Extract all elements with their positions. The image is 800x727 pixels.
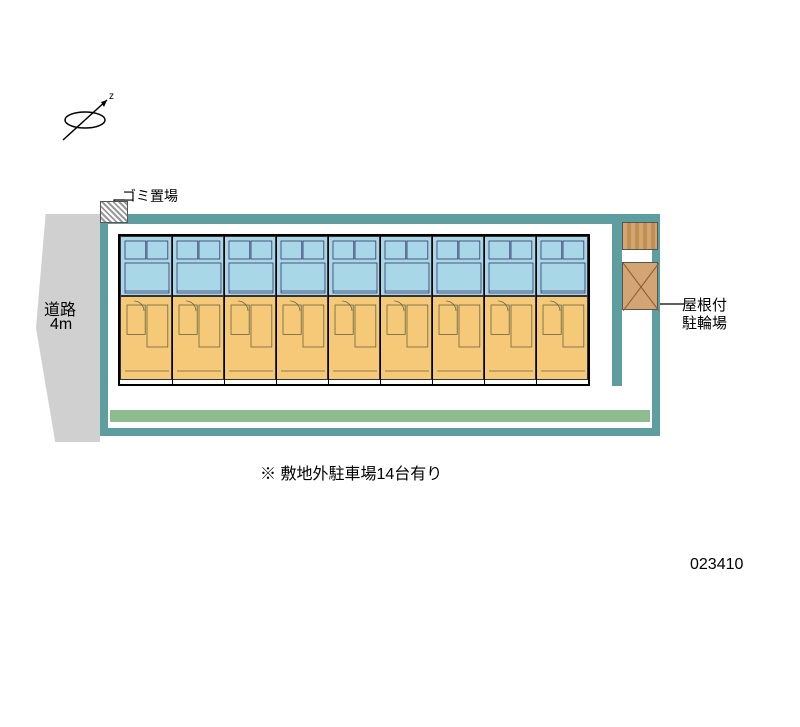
unit-wet-area (224, 236, 276, 296)
compass-icon: z (55, 90, 115, 155)
compass-letter: z (109, 91, 114, 102)
unit-wet-area (380, 236, 432, 296)
id-number: 023410 (690, 556, 743, 574)
unit-living-area (172, 296, 224, 380)
bike-parking-lower (622, 262, 658, 310)
trash-label: ゴミ置場 (122, 186, 178, 206)
unit-living-area (432, 296, 484, 380)
unit-divider (380, 236, 381, 384)
unit-wet-area (172, 236, 224, 296)
road-width-label: 4m (50, 316, 72, 334)
bike-label-line2: 駐輪場 (682, 312, 727, 333)
unit-divider (484, 236, 485, 384)
unit-divider (432, 236, 433, 384)
unit-divider (276, 236, 277, 384)
bike-leader-line (660, 302, 684, 306)
bike-side-strip (612, 222, 622, 386)
unit-divider (328, 236, 329, 384)
parking-note: ※ 敷地外駐車場14台有り (260, 460, 442, 484)
greenery-strip (110, 410, 650, 422)
unit-divider (224, 236, 225, 384)
unit-living-area (380, 296, 432, 380)
unit-divider (172, 236, 173, 384)
unit-wet-area (328, 236, 380, 296)
unit-living-area (536, 296, 588, 380)
bike-parking-upper (622, 222, 658, 250)
unit-living-area (276, 296, 328, 380)
unit-living-area (328, 296, 380, 380)
units-container (120, 236, 588, 384)
unit-living-area (484, 296, 536, 380)
unit-wet-area (276, 236, 328, 296)
unit-wet-area (120, 236, 172, 296)
trash-area (100, 201, 128, 223)
unit-divider (536, 236, 537, 384)
unit-wet-area (484, 236, 536, 296)
unit-wet-area (432, 236, 484, 296)
unit-living-area (120, 296, 172, 380)
unit-living-area (224, 296, 276, 380)
unit-wet-area (536, 236, 588, 296)
